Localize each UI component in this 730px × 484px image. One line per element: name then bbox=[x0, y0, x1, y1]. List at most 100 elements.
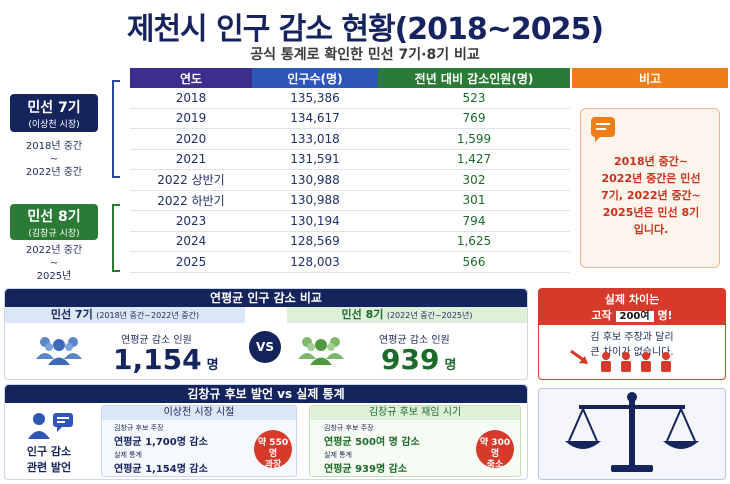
compare-left-period: (2018년 중간~2022년 중간) bbox=[96, 311, 200, 320]
page-title: 제천시 인구 감소 현황(2018~2025) bbox=[126, 12, 604, 47]
note-text: 2018년 중간~ 2022년 중간은 민선 7기, 2022년 중간~ 202… bbox=[601, 155, 701, 236]
era7-period: 2018년 중간 ~ 2022년 중간 bbox=[25, 141, 83, 178]
cell-year: 2025 bbox=[175, 254, 207, 269]
cell-year: 2020 bbox=[175, 131, 207, 146]
compare-panel: 연평균 인구 감소 비교 민선 7기 (2018년 중간~2022년 중간) 연… bbox=[4, 288, 528, 380]
cell-year: 2019 bbox=[175, 111, 207, 126]
speech-right-claim-label: 김창규 후보 주장 bbox=[324, 424, 374, 432]
compare-left-label: 민선 7기 bbox=[50, 308, 93, 321]
compare-right-value-wrap: 939 명 bbox=[381, 343, 457, 376]
cell-decrease: 769 bbox=[462, 111, 486, 126]
vs-badge: VS bbox=[249, 331, 281, 363]
table-row: 2021 131,591 1,427 bbox=[130, 150, 570, 170]
compare-left-caption: 연평균 감소 인원 bbox=[121, 335, 192, 346]
cell-population: 133,018 bbox=[290, 131, 340, 146]
table-row: 2018 135,386 523 bbox=[130, 88, 570, 109]
cell-year: 2023 bbox=[175, 213, 207, 228]
cell-population: 130,194 bbox=[290, 213, 340, 228]
arrow-icon bbox=[569, 349, 591, 371]
compare-right: 민선 8기 (2022년 중간~2025년) 연평균 감소 인원 939 명 bbox=[287, 307, 527, 379]
speech-left-pill: 약 550명 과장 bbox=[254, 430, 292, 470]
era7-bracket bbox=[112, 80, 120, 178]
diff-head-box: 200여 bbox=[615, 311, 654, 322]
cell-decrease: 566 bbox=[462, 254, 486, 269]
table-row: 2025 128,003 566 bbox=[130, 252, 570, 273]
compare-right-label: 민선 8기 bbox=[341, 308, 384, 321]
col-year-header: 연도 bbox=[130, 68, 252, 88]
diff-head-pre: 고작 bbox=[591, 309, 612, 322]
col-decrease-header: 전년 대비 감소인원(명) bbox=[378, 68, 570, 88]
cell-population: 135,386 bbox=[290, 90, 340, 105]
chat-icon bbox=[591, 117, 615, 142]
population-table: 연도 인구수(명) 전년 대비 감소인원(명) 2018 135,386 523 20… bbox=[130, 68, 570, 273]
cell-decrease: 1,625 bbox=[456, 234, 492, 249]
diff-head-a: 실제 차이는 bbox=[604, 293, 660, 306]
cell-year: 2022 상반기 bbox=[157, 173, 225, 188]
cell-population: 130,988 bbox=[290, 193, 340, 208]
era8-period: 2022년 중간 ~ 2025년 bbox=[25, 245, 83, 282]
compare-left-unit: 명 bbox=[206, 358, 219, 373]
cell-population: 128,003 bbox=[290, 254, 340, 269]
diff-head: 실제 차이는 고작 200여 명! bbox=[539, 289, 725, 325]
table-row: 2023 130,194 794 bbox=[130, 211, 570, 232]
cell-decrease: 794 bbox=[462, 213, 486, 228]
era8-bracket bbox=[112, 204, 120, 272]
diff-body-b: 큰 차이가 없습니다. bbox=[590, 347, 674, 358]
speech-left-claim: 연평균 1,700명 감소 bbox=[114, 437, 208, 448]
speech-left-real: 연평균 1,154명 감소 bbox=[114, 464, 208, 475]
red-people-icon bbox=[597, 351, 677, 377]
speech-panel: 김창규 후보 발언 vs 실제 통계 인구 감소 관련 발언 이상천 시장 시절… bbox=[4, 384, 528, 480]
speech-left-card: 이상천 시장 시절 김창규 후보 주장 연평균 1,700명 감소 실제 통계 … bbox=[101, 405, 297, 477]
era8-badge: 민선 8기 (김창규 시장) bbox=[10, 204, 98, 240]
compare-left-value: 1,154 bbox=[113, 343, 202, 376]
speech-right-head: 김창규 후보 재임 시기 bbox=[310, 406, 520, 420]
cell-decrease: 302 bbox=[462, 172, 486, 187]
table-row: 2022 하반기 130,988 301 bbox=[130, 191, 570, 211]
table-row: 2024 128,569 1,625 bbox=[130, 232, 570, 252]
speech-left-real-label: 실제 통계 bbox=[114, 451, 142, 459]
compare-left-value-wrap: 1,154 명 bbox=[113, 343, 219, 376]
col-population-header: 인구수(명) bbox=[252, 68, 378, 88]
table-header: 연도 인구수(명) 전년 대비 감소인원(명) bbox=[130, 68, 570, 88]
cell-population: 128,569 bbox=[290, 234, 340, 249]
people-icon bbox=[33, 333, 85, 367]
compare-right-value: 939 bbox=[381, 343, 440, 376]
cell-year: 2022 하반기 bbox=[157, 193, 225, 208]
table-row: 2020 133,018 1,599 bbox=[130, 129, 570, 150]
people-icon bbox=[295, 333, 347, 367]
cell-decrease: 1,427 bbox=[456, 152, 492, 167]
speech-right-pill: 약 300명 축소 bbox=[476, 430, 514, 470]
speech-left-claim-label: 김창규 후보 주장 bbox=[114, 424, 164, 432]
compare-title: 연평균 인구 감소 비교 bbox=[5, 289, 527, 307]
cell-population: 131,591 bbox=[290, 152, 340, 167]
diff-body-a: 김 후보 주장과 달리 bbox=[590, 332, 674, 343]
cell-year: 2018 bbox=[175, 90, 207, 105]
era8-name: 민선 8기 bbox=[27, 209, 81, 225]
compare-right-period: (2022년 중간~2025년) bbox=[386, 311, 473, 320]
cell-year: 2021 bbox=[175, 152, 207, 167]
speaker-icon bbox=[27, 411, 77, 443]
page-subtitle: 공식 통계로 확인한 민선 7기·8기 비교 bbox=[250, 47, 480, 63]
compare-left: 민선 7기 (2018년 중간~2022년 중간) 연평균 감소 인원 1,15… bbox=[5, 307, 245, 379]
era8-mayor: (김창규 시장) bbox=[28, 229, 80, 239]
scale-icon bbox=[565, 392, 699, 472]
cell-population: 130,988 bbox=[290, 172, 340, 187]
compare-right-caption: 연평균 감소 인원 bbox=[379, 335, 450, 346]
table-row: 2022 상반기 130,988 302 bbox=[130, 170, 570, 191]
era7-mayor: (이상천 시장) bbox=[28, 120, 80, 130]
scale-panel bbox=[538, 388, 726, 480]
diff-head-post: 명! bbox=[657, 309, 673, 322]
speech-right-claim: 연평균 500여 명 감소 bbox=[324, 437, 420, 448]
speech-left-head: 이상천 시장 시절 bbox=[102, 406, 296, 420]
compare-right-unit: 명 bbox=[444, 358, 457, 373]
speech-right-real-label: 실제 통계 bbox=[324, 451, 352, 459]
era-column: 민선 7기 (이상천 시장) 2018년 중간 ~ 2022년 중간 민선 8기… bbox=[4, 68, 126, 282]
col-note-header: 비고 bbox=[572, 68, 728, 88]
diff-callout: 실제 차이는 고작 200여 명! 김 후보 주장과 달리 큰 차이가 없습니다… bbox=[538, 288, 726, 380]
note-column: 비고 2018년 중간~ 2022년 중간은 민선 7기, 2022년 중간~ … bbox=[572, 68, 728, 282]
speech-side-label: 인구 감소 관련 발언 bbox=[26, 445, 72, 474]
table-body: 2018 135,386 523 2019 134,617 769 2020 133,018 1… bbox=[130, 88, 570, 273]
cell-year: 2024 bbox=[175, 234, 207, 249]
table-row: 2019 134,617 769 bbox=[130, 109, 570, 129]
speech-right-real: 연평균 939명 감소 bbox=[324, 464, 408, 475]
